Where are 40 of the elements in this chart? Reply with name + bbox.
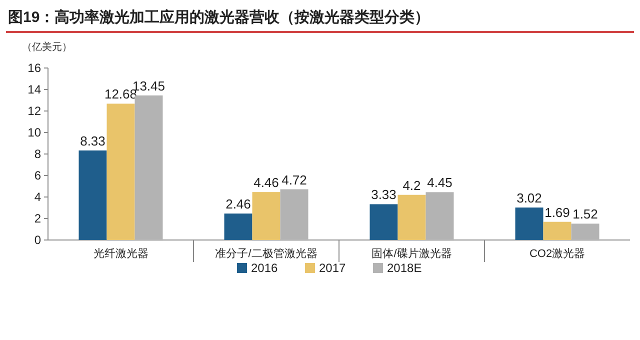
y-tick-label: 4 [34,190,42,204]
legend-label: 2016 [251,261,278,275]
chart-title: 图19：高功率激光加工应用的激光器营收（按激光器类型分类） [8,8,430,26]
x-tick-label: CO2激光器 [529,247,586,260]
bar [515,208,544,240]
x-tick-label: 准分子/二极管激光器 [215,247,318,260]
bar [398,194,426,240]
data-label: 2.46 [226,196,251,212]
y-tick-label: 10 [28,126,42,140]
bar [134,95,163,240]
bar [78,150,107,240]
bar [224,214,252,240]
bar [280,189,308,240]
bar [543,222,572,240]
data-label: 1.52 [572,206,598,222]
y-tick-label: 12 [28,104,42,118]
data-label: 4.45 [427,175,452,190]
data-label: 1.69 [544,204,570,220]
y-axis-title: （亿美元） [22,41,72,53]
bar [571,224,600,240]
y-tick-label: 6 [34,168,42,182]
y-tick-label: 0 [34,233,42,247]
legend-label: 2017 [319,261,346,275]
y-tick-label: 16 [28,61,42,75]
bar [370,204,398,240]
data-label: 3.33 [371,187,396,202]
data-label: 4.72 [282,172,307,188]
y-tick-label: 2 [34,212,42,226]
y-tick-label: 8 [34,147,42,161]
data-label: 8.33 [80,133,106,148]
bar [426,192,454,240]
data-label: 4.2 [402,178,421,193]
y-tick-label: 14 [28,82,42,96]
x-tick-label: 光纤激光器 [93,247,148,260]
x-tick-label: 固体/碟片激光器 [372,247,452,260]
bar [252,192,280,240]
bar [106,104,135,240]
data-label: 3.02 [516,190,542,206]
legend-label: 2018E [387,261,422,275]
data-label: 4.46 [254,175,279,190]
